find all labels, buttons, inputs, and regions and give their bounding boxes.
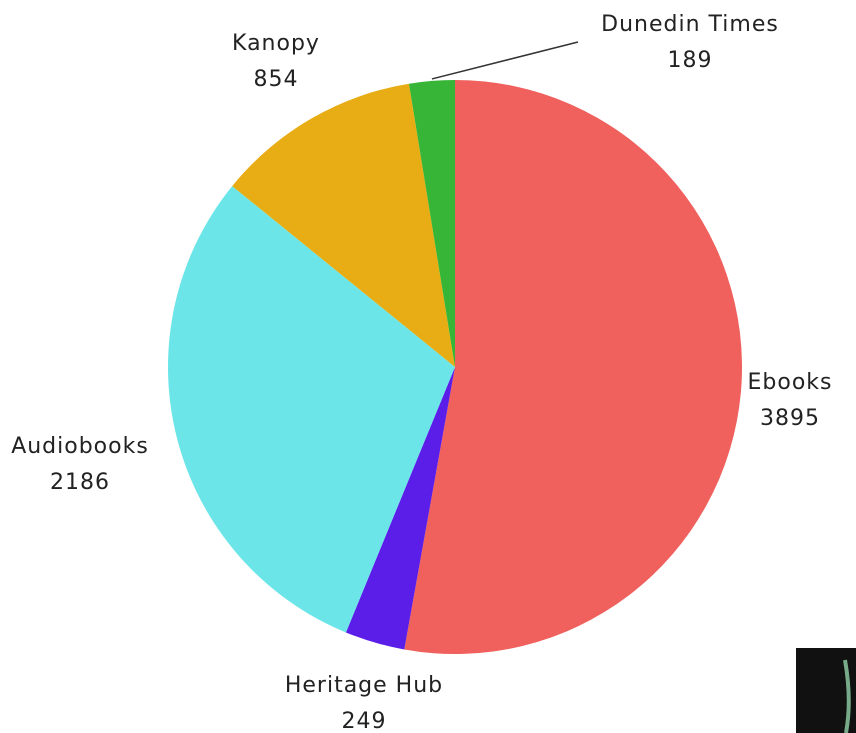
- photo-detail: [843, 659, 851, 733]
- slice-label: Audiobooks: [11, 434, 149, 459]
- pie-slice: [167, 186, 455, 633]
- slice-value: 189: [668, 48, 713, 73]
- pie-slice: [408, 80, 455, 367]
- slice-label: Ebooks: [748, 370, 833, 395]
- pie-slice: [404, 80, 743, 655]
- leader-line: [431, 41, 579, 80]
- pie-slice: [232, 83, 455, 367]
- slice-label: Heritage Hub: [285, 673, 443, 698]
- slice-value: 249: [342, 709, 387, 733]
- slice-value: 3895: [760, 406, 820, 431]
- slice-label: Kanopy: [232, 31, 320, 56]
- slice-label: Dunedin Times: [601, 12, 779, 37]
- pie-slice: [345, 367, 455, 650]
- slice-value: 854: [254, 67, 299, 92]
- slice-value: 2186: [50, 470, 110, 495]
